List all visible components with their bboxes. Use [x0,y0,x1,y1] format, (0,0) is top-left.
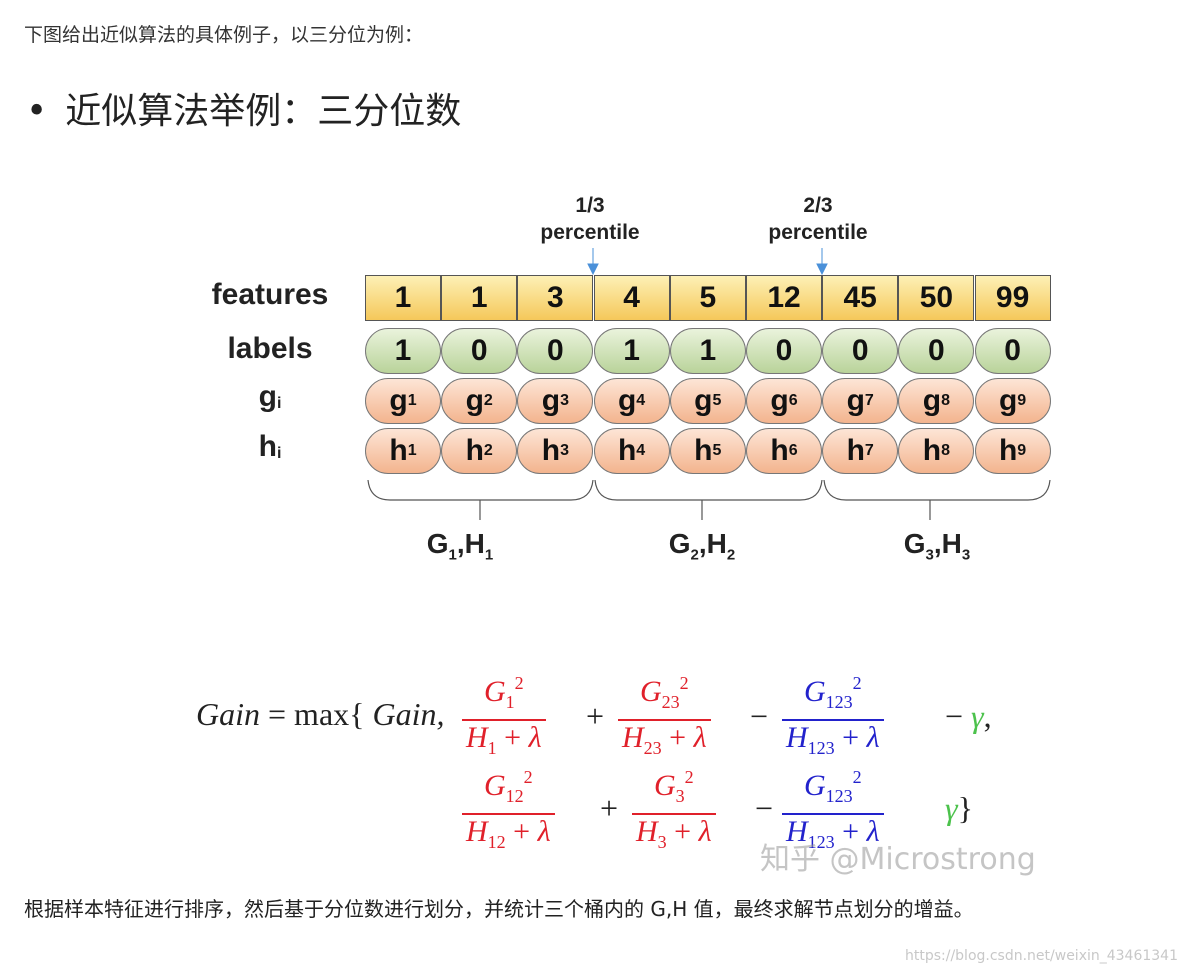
features-cell: 12 [746,275,822,321]
features-cell: 5 [669,275,746,321]
minus-gamma-close: γ} [945,790,973,826]
labels-cell: 0 [974,328,1051,374]
brace-3 [823,479,1051,520]
features-cell: 50 [898,275,975,321]
fraction-bar [618,719,711,721]
features-cell: 99 [974,275,1051,321]
percentile-label: percentile [540,221,640,244]
minus: − [755,790,774,826]
brace-2 [594,479,823,520]
features-cell: 1 [441,275,518,321]
csdn-watermark: https://blog.csdn.net/weixin_43461341 [904,948,1178,964]
labels-cell: 1 [365,328,441,374]
brace-1 [367,479,594,520]
features-cell: 4 [593,275,670,321]
fraction-bar [782,719,884,721]
percentile-label: percentile [768,221,868,244]
fraction-bar [462,719,546,721]
percentile-fraction: 2/3 [803,194,833,217]
group-braces [367,479,1051,520]
percentile-2-3: 2/3 percentile [748,192,888,246]
fraction-bar [462,813,555,815]
bullet: • [26,91,48,132]
percentile-fraction: 1/3 [575,194,605,217]
minus: − [750,698,769,734]
row-label-features: features [211,278,329,311]
intro-text: 下图给出近似算法的具体例子，以三分位为例： [24,24,424,46]
fraction: G232 H23 + λ [618,666,711,765]
features-cell: 3 [517,275,594,321]
fraction: G32 H3 + λ [632,760,716,859]
minus-gamma: − γ, [945,698,992,734]
group-1-label: G1,H1 [426,528,494,564]
plus: + [600,790,619,826]
labels-cell: 0 [746,328,822,374]
fraction-bar [782,813,884,815]
percentile-1-3: 1/3 percentile [520,192,660,246]
labels-cell: 1 [593,328,670,374]
features-cell: 45 [822,275,899,321]
bullet-heading: • 近似算法举例：三分位数 [26,82,461,134]
arrow-2-3-head [816,263,828,276]
fraction-bar [632,813,716,815]
formula-lhs: Gain = max{ Gain, [196,696,445,732]
percentile-arrows [587,248,828,276]
heading-text: 近似算法举例：三分位数 [65,91,462,132]
fraction: G1232 H123 + λ [782,666,884,765]
group-2-label: G2,H2 [668,528,736,564]
labels-cell: 0 [898,328,975,374]
labels-cell: 0 [517,328,594,374]
row-label-g: gi [185,380,355,414]
h-base: h [258,430,277,463]
group-3-label: G3,H3 [903,528,971,564]
row-label-labels: labels [227,332,313,365]
fraction: G12 H1 + λ [462,666,546,765]
features-cell: 1 [365,275,441,321]
labels-cell: 0 [441,328,518,374]
fraction: G1232 H123 + λ [782,760,884,859]
outro-text: 根据样本特征进行排序，然后基于分位数进行划分，并统计三个桶内的 G,H 值，最终… [24,897,974,921]
g-base: g [258,380,277,413]
row-label-h: hi [185,430,355,464]
plus: + [586,698,605,734]
zhihu-watermark: 知乎 @Microstrong [760,842,1036,877]
h-sub: i [276,445,282,462]
labels-cell: 0 [822,328,899,374]
labels-cell: 1 [669,328,746,374]
arrow-1-3-head [587,263,599,276]
g-sub: i [276,395,282,412]
fraction: G122 H12 + λ [462,760,555,859]
